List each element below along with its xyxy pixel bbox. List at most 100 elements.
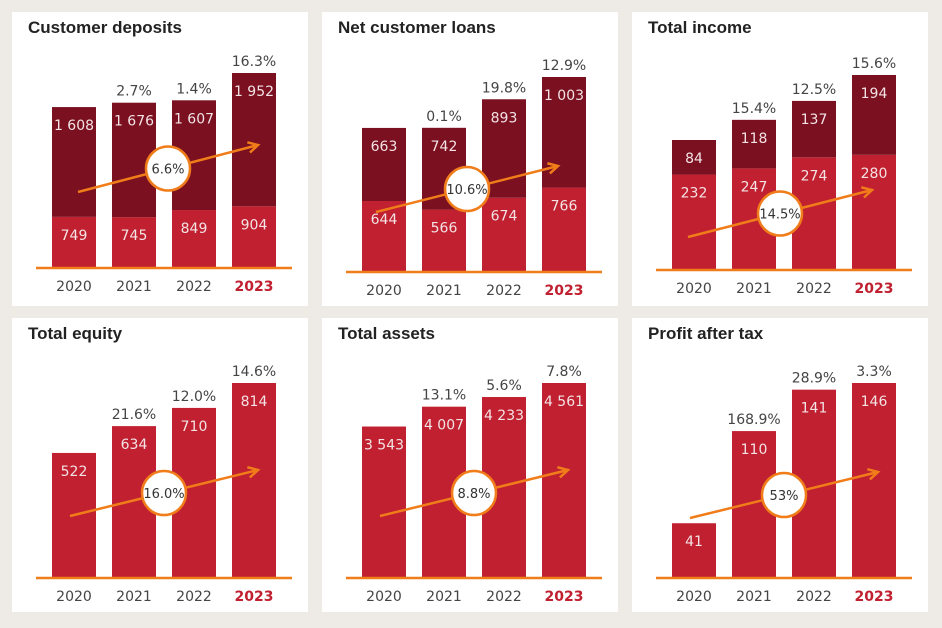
data-label: 522 (61, 464, 88, 480)
x-tick-label: 2022 (176, 279, 212, 295)
bar-value (542, 383, 586, 578)
growth-label: 15.6% (852, 56, 896, 72)
bar-lower (232, 206, 276, 268)
growth-label: 15.4% (732, 101, 776, 117)
data-label: 232 (681, 186, 708, 202)
x-tick-label: 2021 (736, 281, 772, 297)
data-label: 4 007 (424, 418, 464, 434)
cagr-label: 6.6% (151, 163, 184, 178)
data-label: 4 561 (544, 394, 584, 410)
x-tick-label: 2023 (855, 281, 894, 297)
x-tick-label: 2021 (116, 589, 152, 605)
data-label: 566 (431, 221, 458, 237)
growth-label: 0.1% (426, 109, 462, 125)
cagr-label: 16.0% (143, 487, 184, 502)
data-label: 1 607 (174, 111, 214, 127)
x-tick-label: 2021 (426, 283, 462, 299)
chart-svg: 41 2020 110 168.9% 2021 141 28.9% 2022 146 3.3% 20… (656, 364, 912, 605)
bar-lower (172, 210, 216, 268)
bar-lower (482, 197, 526, 272)
data-label: 1 608 (54, 118, 94, 134)
bar-upper (852, 75, 896, 155)
x-tick-label: 2020 (366, 283, 402, 299)
x-tick-label: 2020 (56, 589, 92, 605)
cagr-label: 53% (770, 489, 799, 504)
data-label: 893 (491, 110, 518, 126)
bar-lower (112, 217, 156, 268)
cagr-circle (756, 190, 804, 237)
cagr-circle (140, 469, 188, 517)
data-label: 141 (801, 401, 828, 417)
bar-upper (672, 140, 716, 175)
cagr-circle (760, 471, 808, 519)
cagr-circle (450, 469, 498, 517)
growth-label: 2.7% (116, 84, 152, 100)
cagr-circle (443, 165, 491, 213)
x-tick-label: 2023 (545, 589, 584, 605)
data-label: 749 (61, 228, 88, 244)
x-tick-label: 2023 (545, 283, 584, 299)
data-label: 4 233 (484, 408, 524, 424)
chart-title: Profit after tax (648, 324, 764, 343)
data-label: 742 (431, 139, 458, 155)
cagr-label: 8.8% (457, 487, 490, 502)
bar-lower (362, 201, 406, 272)
growth-label: 7.8% (546, 364, 582, 380)
bar-lower (542, 187, 586, 272)
data-label: 247 (741, 179, 768, 195)
growth-label: 5.6% (486, 378, 522, 394)
data-label: 274 (801, 168, 828, 184)
growth-label: 13.1% (422, 388, 466, 404)
bar-lower (672, 174, 716, 270)
data-label: 644 (371, 212, 398, 228)
data-label: 280 (861, 166, 888, 182)
data-label: 118 (741, 131, 768, 147)
arrow-head-icon (247, 141, 261, 154)
x-tick-label: 2023 (235, 279, 274, 295)
arrow-head-icon (547, 162, 561, 175)
x-tick-label: 2022 (796, 589, 832, 605)
bar-value (852, 383, 896, 578)
chart-svg: 644 663 2020 566 742 0.1% 2021 674 893 19.8% 2022 7… (346, 58, 602, 299)
bar-upper (52, 107, 96, 217)
bar-value (672, 523, 716, 578)
chart-title: Total assets (338, 324, 436, 343)
x-tick-label: 2022 (796, 281, 832, 297)
data-label: 1 003 (544, 88, 584, 104)
data-label: 84 (685, 151, 703, 167)
growth-label: 21.6% (112, 407, 156, 423)
arrow-head-icon (867, 467, 881, 481)
chart-svg: 522 2020 634 21.6% 2021 710 12.0% 2022 814 14.6% 2… (36, 364, 292, 605)
data-label: 849 (181, 221, 208, 237)
x-tick-label: 2022 (176, 589, 212, 605)
x-tick-label: 2022 (486, 283, 522, 299)
bar-upper (362, 127, 406, 202)
chart-title: Net customer loans (338, 18, 496, 37)
data-label: 3 543 (364, 438, 404, 454)
cagr-label: 10.6% (446, 183, 487, 198)
bar-lower (52, 216, 96, 268)
bar-lower (852, 154, 896, 270)
x-tick-label: 2023 (855, 589, 894, 605)
data-label: 745 (121, 228, 148, 244)
data-label: 634 (121, 437, 148, 453)
x-tick-label: 2020 (676, 281, 712, 297)
growth-label: 14.6% (232, 364, 276, 380)
bar-upper (482, 99, 526, 198)
arrow-head-icon (247, 465, 261, 479)
bar-value (362, 426, 406, 578)
growth-label: 28.9% (792, 371, 836, 387)
data-label: 710 (181, 419, 208, 435)
data-label: 137 (801, 112, 828, 128)
bar-value (232, 383, 276, 578)
data-label: 814 (241, 394, 268, 410)
arrow-head-icon (557, 465, 571, 479)
cagr-circle (144, 145, 192, 192)
chart-panel: Total assets 3 543 2020 4 007 13.1% 2021 4 233… (322, 318, 618, 612)
chart-panel: Profit after tax 41 2020 110 168.9% 2021 141 28… (632, 318, 928, 612)
x-tick-label: 2021 (116, 279, 152, 295)
growth-label: 3.3% (856, 364, 892, 380)
chart-title: Total equity (28, 324, 123, 343)
data-label: 194 (861, 86, 888, 102)
data-label: 146 (861, 394, 888, 410)
